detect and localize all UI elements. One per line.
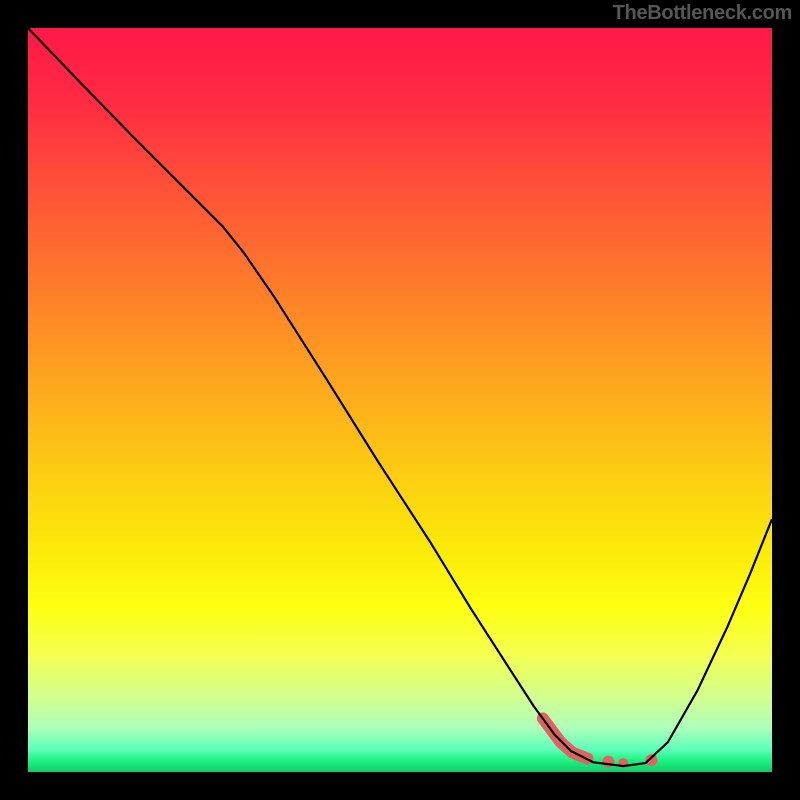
highlight-marker-segment: [543, 718, 588, 758]
bottleneck-curve: [28, 28, 772, 766]
watermark-text: TheBottleneck.com: [613, 2, 792, 25]
curve-layer: [28, 28, 772, 772]
chart-container: TheBottleneck.com: [0, 0, 800, 800]
plot-area: [28, 28, 772, 772]
